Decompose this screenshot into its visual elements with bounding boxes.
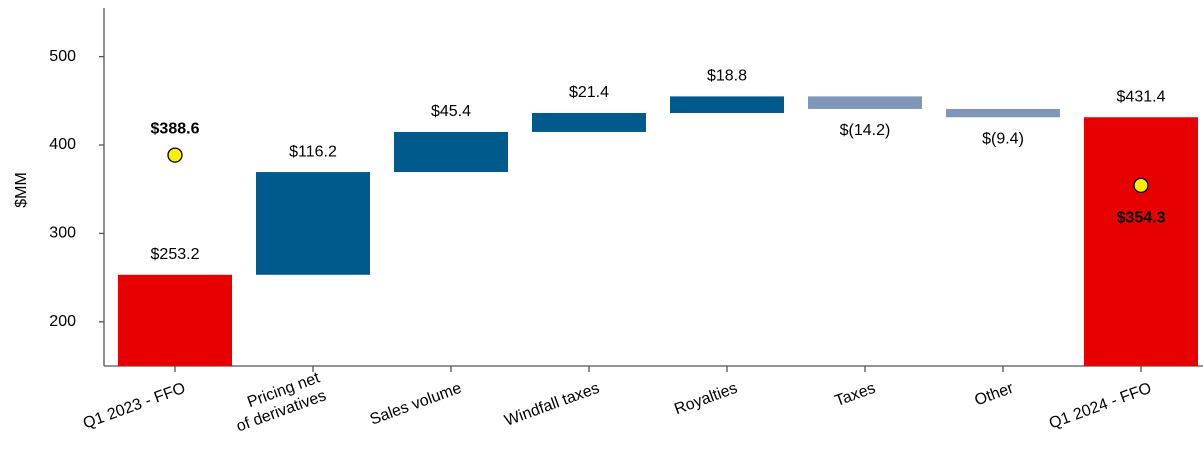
x-tick-label-text: Q1 2023 - FFO bbox=[81, 380, 188, 433]
x-tick-label: Sales volume bbox=[368, 380, 464, 429]
y-axis-label: $MM bbox=[13, 172, 30, 208]
y-tick-label: 400 bbox=[49, 136, 76, 153]
bar bbox=[118, 274, 232, 366]
bar bbox=[532, 113, 646, 132]
marker bbox=[167, 147, 183, 163]
value-label: $431.4 bbox=[1117, 88, 1166, 105]
value-label: $116.2 bbox=[289, 143, 337, 160]
x-tick-label-text: Taxes bbox=[833, 380, 878, 410]
y-tick-label: 300 bbox=[49, 225, 76, 242]
y-tick-label: 200 bbox=[49, 313, 76, 330]
bar bbox=[946, 108, 1060, 118]
marker-label: $354.3 bbox=[1117, 210, 1166, 227]
x-tick-label: Q1 2024 - FFO bbox=[1047, 380, 1154, 433]
x-tick-label: Other bbox=[972, 380, 1016, 410]
y-tick-label: 500 bbox=[49, 48, 76, 65]
value-label: $21.4 bbox=[569, 84, 609, 101]
value-label: $(9.4) bbox=[982, 130, 1024, 147]
x-tick-label-text: Q1 2024 - FFO bbox=[1047, 380, 1154, 433]
x-tick-label-text: Windfall taxes bbox=[502, 380, 601, 430]
x-tick-label-text: Other bbox=[972, 380, 1016, 410]
value-label: $18.8 bbox=[707, 68, 747, 85]
value-label: $253.2 bbox=[151, 246, 200, 263]
marker bbox=[1133, 177, 1149, 194]
x-tick-label: Royalties bbox=[672, 380, 740, 418]
value-label: $(14.2) bbox=[840, 122, 891, 139]
bar bbox=[1084, 117, 1198, 367]
bar bbox=[808, 96, 922, 109]
marker-label: $388.6 bbox=[151, 120, 200, 137]
x-tick-label-text: Sales volume bbox=[368, 380, 464, 429]
x-tick-label: Q1 2023 - FFO bbox=[81, 380, 188, 433]
value-label: $45.4 bbox=[431, 103, 471, 120]
x-tick-label-text: Royalties bbox=[672, 380, 740, 418]
x-tick-label: Windfall taxes bbox=[502, 380, 601, 430]
bar bbox=[394, 131, 508, 173]
bar bbox=[670, 96, 784, 114]
bar bbox=[256, 172, 370, 275]
x-tick-label: Taxes bbox=[833, 380, 878, 410]
